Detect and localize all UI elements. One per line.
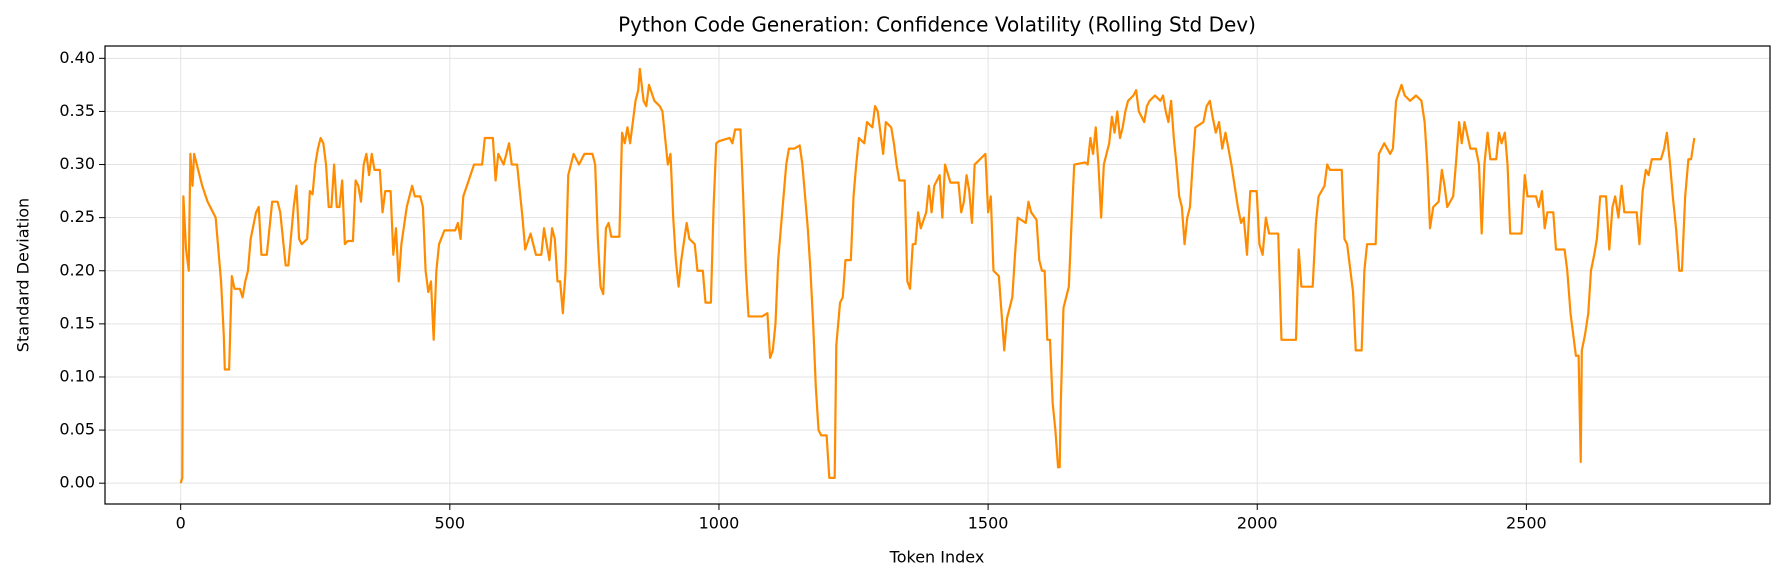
chart-title: Python Code Generation: Confidence Volat… bbox=[618, 13, 1256, 37]
x-tick-label: 2500 bbox=[1506, 514, 1547, 533]
y-tick-label: 0.25 bbox=[59, 207, 95, 226]
plot-frame bbox=[104, 45, 1771, 505]
y-tick-label: 0.20 bbox=[59, 260, 95, 279]
y-tick-label: 0.30 bbox=[59, 154, 95, 173]
y-tick-label: 0.00 bbox=[59, 473, 95, 492]
y-tick-label: 0.05 bbox=[59, 420, 95, 439]
y-tick-label: 0.40 bbox=[59, 48, 95, 67]
x-axis-label: Token Index bbox=[889, 548, 985, 567]
y-tick-label: 0.35 bbox=[59, 101, 95, 120]
x-tick-label: 2000 bbox=[1237, 514, 1278, 533]
y-axis-label: Standard Deviation bbox=[14, 198, 33, 352]
x-tick-label: 1000 bbox=[699, 514, 740, 533]
x-tick-label: 1500 bbox=[968, 514, 1009, 533]
data-line bbox=[179, 67, 1696, 484]
x-tick-label: 500 bbox=[435, 514, 466, 533]
x-tick-label: 0 bbox=[176, 514, 186, 533]
y-tick-label: 0.15 bbox=[59, 313, 95, 332]
y-tick-label: 0.10 bbox=[59, 366, 95, 385]
